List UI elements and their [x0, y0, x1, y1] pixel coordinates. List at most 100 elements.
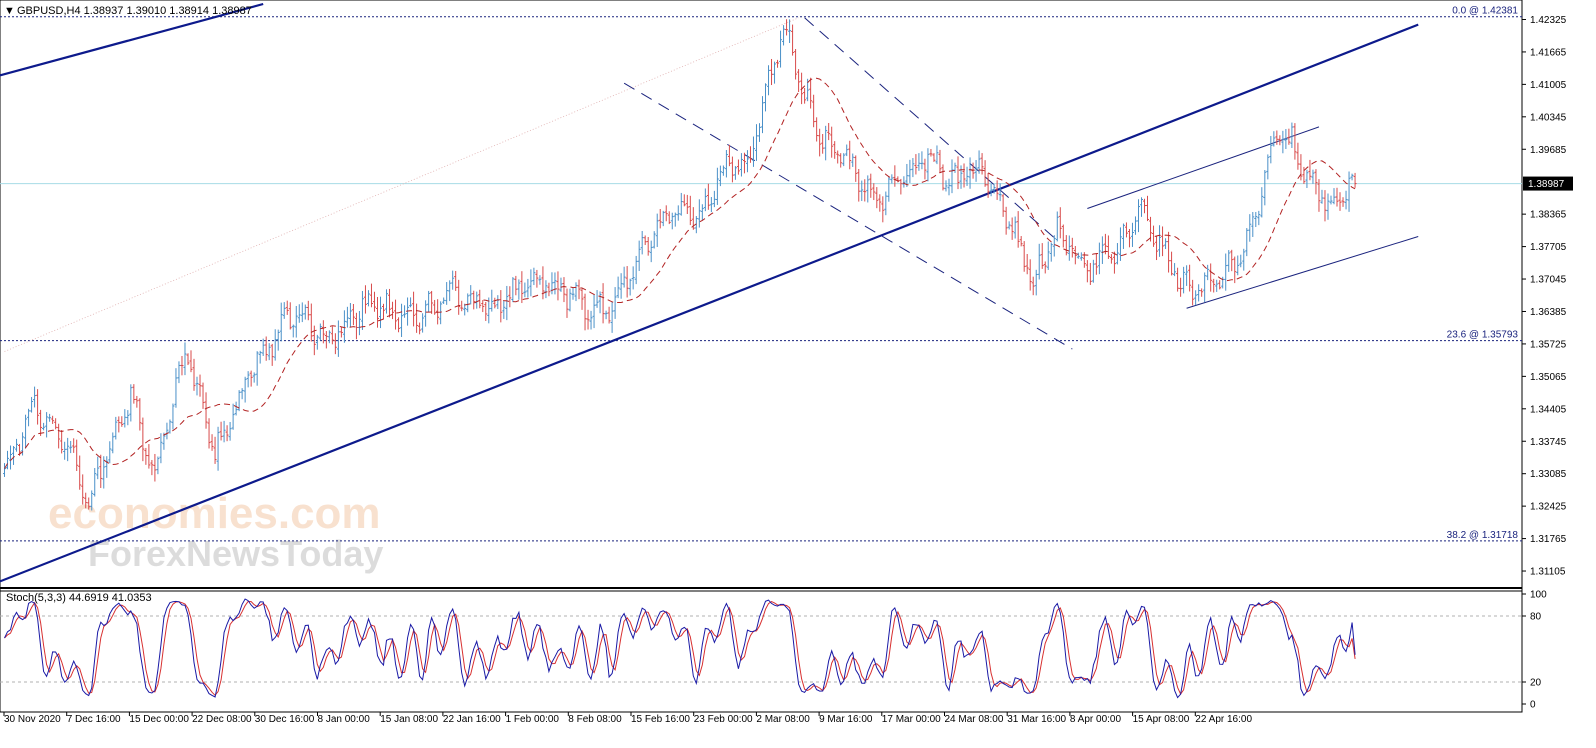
price-bar: [246, 371, 250, 388]
price-bar: [330, 326, 334, 345]
price-bar: [403, 305, 407, 318]
price-bar: [1076, 252, 1080, 259]
y-tick-label: 1.31765: [1530, 534, 1567, 545]
price-bar: [1350, 173, 1354, 181]
price-bar: [1176, 267, 1180, 292]
price-bar: [147, 444, 151, 469]
x-tick-label: 23 Feb 00:00: [694, 714, 753, 725]
price-bar: [971, 162, 975, 179]
price-bar: [920, 151, 924, 170]
price-bar: [1269, 135, 1273, 164]
price-bar: [1046, 241, 1050, 270]
price-bar: [1230, 249, 1234, 272]
x-tick-label: 8 Apr 00:00: [1070, 714, 1122, 725]
price-bar: [1127, 229, 1131, 248]
price-bar: [451, 270, 455, 290]
price-bar: [69, 440, 73, 454]
price-bar: [697, 199, 701, 228]
stoch-tick-label: 20: [1530, 678, 1542, 689]
price-bar: [1185, 265, 1189, 286]
price-bar: [842, 153, 846, 167]
x-tick-label: 22 Apr 16:00: [1195, 714, 1252, 725]
price-bar: [628, 278, 632, 296]
price-bar: [1007, 221, 1011, 230]
price-bar: [583, 293, 587, 331]
price-bar: [472, 290, 476, 310]
price-bar: [745, 150, 749, 173]
price-bar: [1133, 216, 1137, 235]
trendline-solid-thick[interactable]: [0, 2, 264, 91]
x-tick-label: 7 Dec 16:00: [67, 714, 121, 725]
price-bar: [1170, 251, 1174, 276]
fib-level-label: 38.2 @ 1.31718: [1447, 530, 1519, 541]
price-bar: [878, 194, 882, 212]
price-bar: [93, 468, 97, 497]
price-bar: [1058, 207, 1062, 239]
price-bar: [1055, 211, 1059, 242]
price-bar: [1173, 263, 1177, 277]
price-bar: [727, 144, 731, 167]
trendline-dashed[interactable]: [804, 17, 1058, 241]
price-bar: [950, 159, 954, 194]
x-tick-label: 30 Nov 2020: [4, 714, 61, 725]
price-bar: [1155, 235, 1159, 261]
price-bar: [637, 240, 641, 271]
price-bar: [1064, 235, 1068, 256]
price-bar: [748, 146, 752, 163]
price-bar: [929, 148, 933, 157]
price-bar: [634, 255, 638, 285]
price-bar: [1094, 253, 1098, 275]
price-bar: [742, 152, 746, 174]
price-bar: [369, 283, 373, 308]
price-bar: [123, 409, 127, 428]
price-bar: [640, 230, 644, 255]
price-bar: [439, 301, 443, 325]
menu-arrow-icon[interactable]: ▼: [4, 5, 15, 17]
price-bar: [442, 297, 446, 304]
price-bar: [824, 125, 828, 161]
trendline-solid-thick[interactable]: [0, 23, 1419, 604]
price-bar: [854, 155, 858, 182]
price-bar: [1344, 190, 1348, 210]
price-bar: [1218, 280, 1222, 290]
price-bar: [207, 418, 211, 449]
price-bar: [204, 392, 208, 429]
price-bar: [1067, 235, 1071, 261]
price-bar: [914, 154, 918, 175]
price-bar: [27, 408, 31, 427]
trendline-dotted-faint[interactable]: [4, 17, 799, 352]
price-bar: [1106, 235, 1110, 259]
symbol-header: GBPUSD,H4 1.38937 1.39010 1.38914 1.3898…: [17, 5, 252, 17]
trendline-solid-thin[interactable]: [1186, 236, 1419, 309]
price-bar: [884, 191, 888, 216]
price-bar: [926, 148, 930, 182]
price-bar: [282, 302, 286, 319]
trendline-dashed[interactable]: [623, 82, 1073, 350]
price-bar: [1103, 233, 1107, 255]
price-bar: [306, 300, 310, 321]
price-bar: [96, 456, 100, 480]
price-bar: [117, 416, 121, 433]
price-bar: [965, 166, 969, 186]
price-bar: [1215, 279, 1219, 292]
price-bar: [839, 153, 843, 168]
x-tick-label: 15 Apr 08:00: [1133, 714, 1190, 725]
price-bar: [412, 291, 416, 327]
price-bar: [601, 283, 605, 324]
price-bar: [1302, 166, 1306, 184]
price-bar: [568, 288, 572, 312]
price-bar: [225, 425, 229, 442]
price-bar: [1194, 290, 1198, 306]
price-bar: [604, 310, 608, 320]
price-bar: [764, 83, 768, 112]
price-bar: [1281, 130, 1285, 154]
price-bar: [706, 183, 710, 210]
price-bar: [445, 282, 449, 305]
price-bar: [493, 297, 497, 309]
x-tick-label: 31 Mar 16:00: [1007, 714, 1066, 725]
price-bar: [1335, 187, 1339, 207]
price-bar: [63, 441, 67, 460]
x-tick-label: 15 Feb 16:00: [631, 714, 690, 725]
price-bar: [327, 330, 331, 344]
